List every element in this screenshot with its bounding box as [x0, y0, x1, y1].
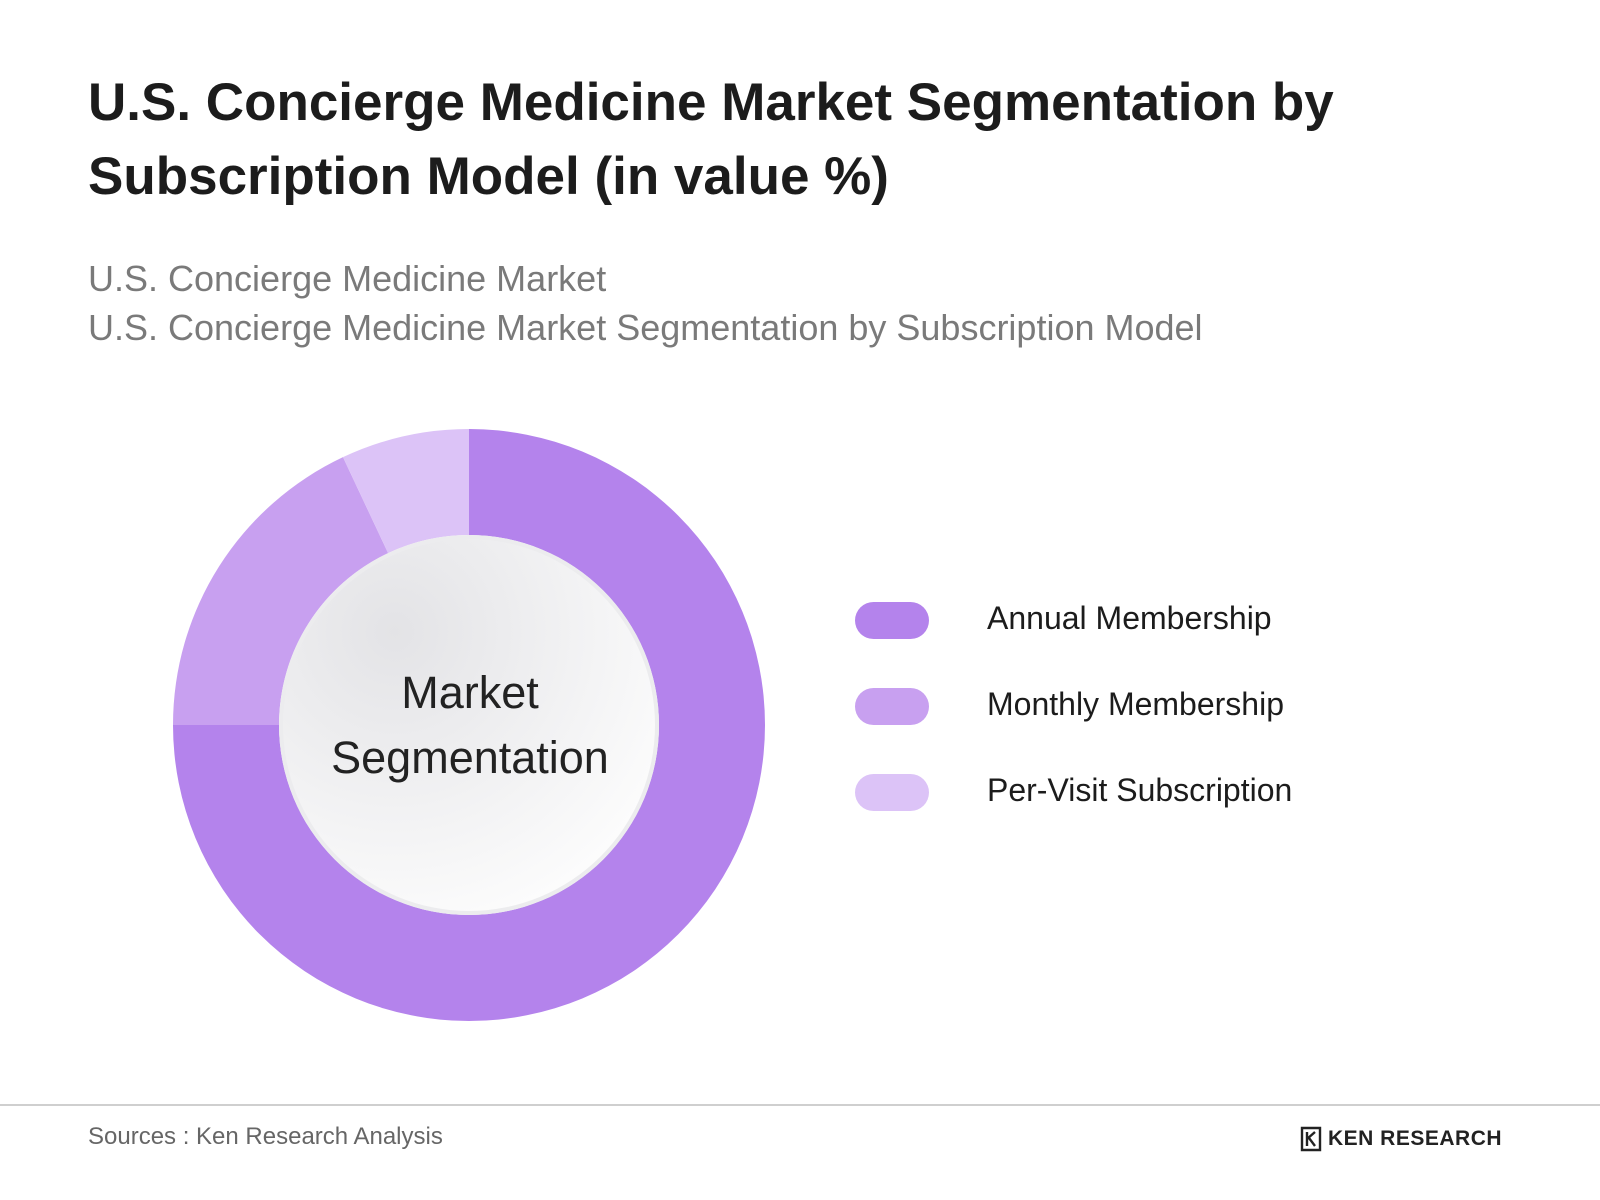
legend-label: Per-Visit Subscription	[987, 772, 1293, 808]
brand-logo: KEN RESEARCH	[1300, 1124, 1502, 1154]
legend-label: Annual Membership	[987, 600, 1272, 636]
ken-research-logo-icon	[1300, 1126, 1322, 1152]
source-note: Sources : Ken Research Analysis	[88, 1123, 443, 1150]
chart-subtitle: U.S. Concierge Medicine Market U.S. Conc…	[88, 254, 1203, 352]
subtitle-line-2: U.S. Concierge Medicine Market Segmentat…	[88, 307, 1203, 348]
chart-title: U.S. Concierge Medicine Market Segmentat…	[88, 73, 1334, 206]
donut-center-label: Market Segmentation	[330, 660, 610, 790]
donut-slice-per-visit-subscription	[342, 429, 469, 554]
legend-swatch	[855, 774, 929, 811]
donut-center	[283, 539, 655, 911]
donut-slice-monthly-membership	[173, 457, 389, 725]
brand-name: KEN RESEARCH	[1328, 1127, 1503, 1150]
donut-slices	[173, 429, 765, 1021]
legend-swatch	[855, 602, 929, 639]
subtitle-line-1: U.S. Concierge Medicine Market	[88, 258, 607, 299]
donut-slice-annual-membership	[173, 429, 765, 1021]
center-label-line-1: Market	[401, 667, 539, 718]
legend-swatch	[855, 688, 929, 725]
center-label-line-2: Segmentation	[331, 732, 609, 783]
legend-label: Monthly Membership	[987, 686, 1284, 722]
footer-divider	[0, 1104, 1600, 1106]
